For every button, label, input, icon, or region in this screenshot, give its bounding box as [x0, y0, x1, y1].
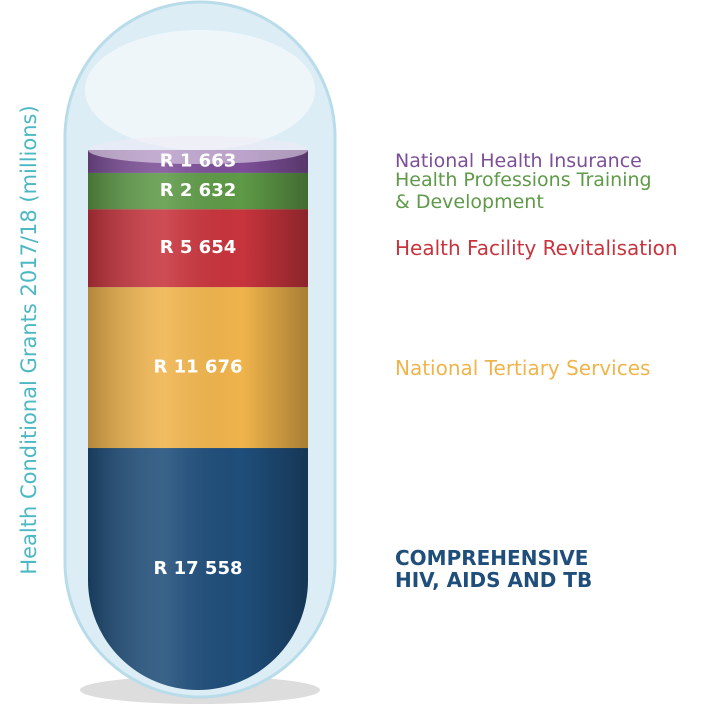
legend-entry: Health Professions Training & Developmen… — [395, 169, 652, 214]
gloss — [88, 150, 308, 690]
legend-entry: COMPREHENSIVE HIV, AIDS AND TB — [395, 546, 593, 592]
axis-title: Health Conditional Grants 2017/18 (milli… — [17, 105, 41, 574]
value-label: R 17 558 — [153, 558, 242, 579]
legend-entry: National Tertiary Services — [395, 355, 651, 380]
pill-cap — [85, 30, 315, 150]
value-label: R 1 663 — [160, 150, 237, 171]
legend-entry: Health Facility Revitalisation — [395, 236, 678, 261]
value-label: R 2 632 — [160, 180, 237, 201]
legend-entry: National Health Insurance — [395, 150, 642, 173]
value-label: R 5 654 — [160, 237, 237, 258]
top-ellipse — [88, 136, 308, 164]
value-label: R 11 676 — [153, 357, 242, 378]
